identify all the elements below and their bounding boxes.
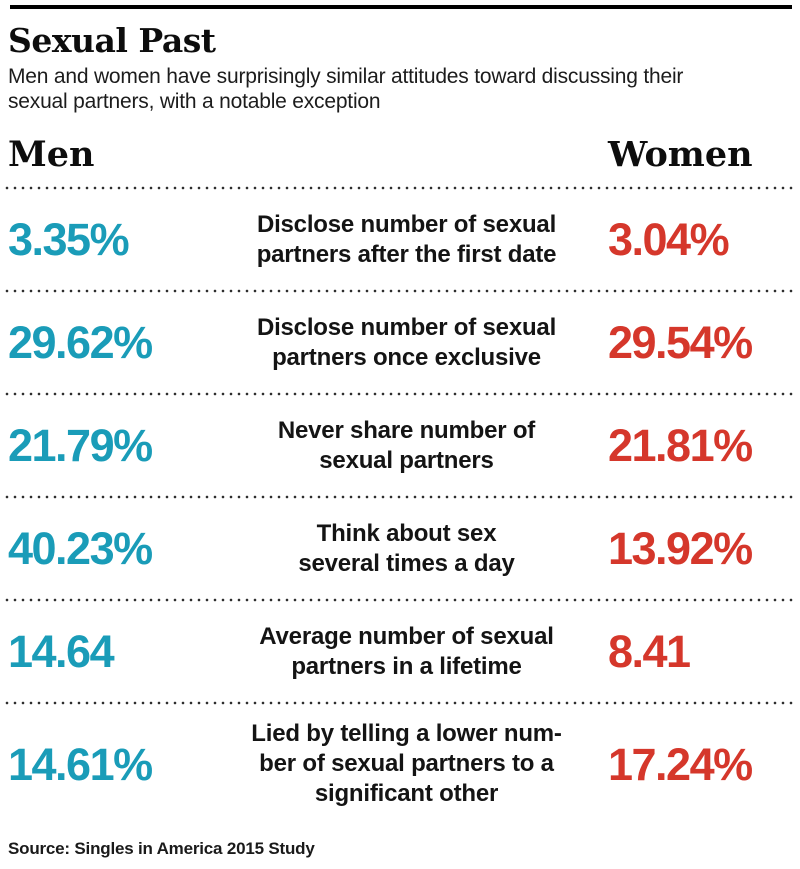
table-row: 14.61% Lied by telling a lower num- ber … (0, 705, 800, 823)
dotted-divider (3, 495, 797, 499)
dotted-divider (3, 186, 797, 190)
dotted-divider (3, 392, 797, 396)
infographic-sexual-past: Sexual Past Men and women have surprisin… (0, 5, 800, 869)
men-value: 14.61% (8, 738, 153, 790)
row-label: Think about sex several times a day (298, 519, 515, 577)
table-row: 40.23% Think about sex several times a d… (0, 499, 800, 598)
men-value: 14.64 (8, 626, 115, 677)
column-header-women: Women (608, 134, 753, 175)
women-value: 17.24% (608, 738, 753, 790)
men-value: 21.79% (8, 420, 153, 471)
column-header-men: Men (8, 134, 95, 175)
row-label: Average number of sexual partners in a l… (259, 622, 554, 680)
column-header-row: Men Women (0, 134, 800, 176)
table-row: 21.79% Never share number of sexual part… (0, 396, 800, 495)
page-title: Sexual Past (8, 21, 216, 60)
men-value: 29.62% (8, 317, 153, 368)
table-row: 29.62% Disclose number of sexual partner… (0, 293, 800, 392)
top-rule-divider (10, 5, 792, 9)
men-value: 40.23% (8, 523, 153, 574)
dotted-divider (3, 598, 797, 602)
source-note: Source: Singles in America 2015 Study (8, 839, 315, 858)
page-subtitle: Men and women have surprisingly similar … (8, 65, 684, 113)
table-row: 14.64 Average number of sexual partners … (0, 602, 800, 701)
table-row: 3.35% Disclose number of sexual partners… (0, 190, 800, 289)
dotted-divider (3, 701, 797, 705)
row-label: Disclose number of sexual partners once … (256, 313, 557, 371)
women-value: 21.81% (608, 420, 753, 471)
women-value: 8.41 (608, 626, 691, 677)
row-label: Never share number of sexual partners (277, 416, 536, 474)
women-value: 3.04% (608, 214, 730, 265)
row-label: Lied by telling a lower num- ber of sexu… (251, 720, 562, 807)
women-value: 13.92% (608, 523, 753, 574)
women-value: 29.54% (608, 317, 753, 368)
row-label: Disclose number of sexual partners after… (256, 210, 557, 268)
men-value: 3.35% (8, 214, 130, 265)
dotted-divider (3, 289, 797, 293)
